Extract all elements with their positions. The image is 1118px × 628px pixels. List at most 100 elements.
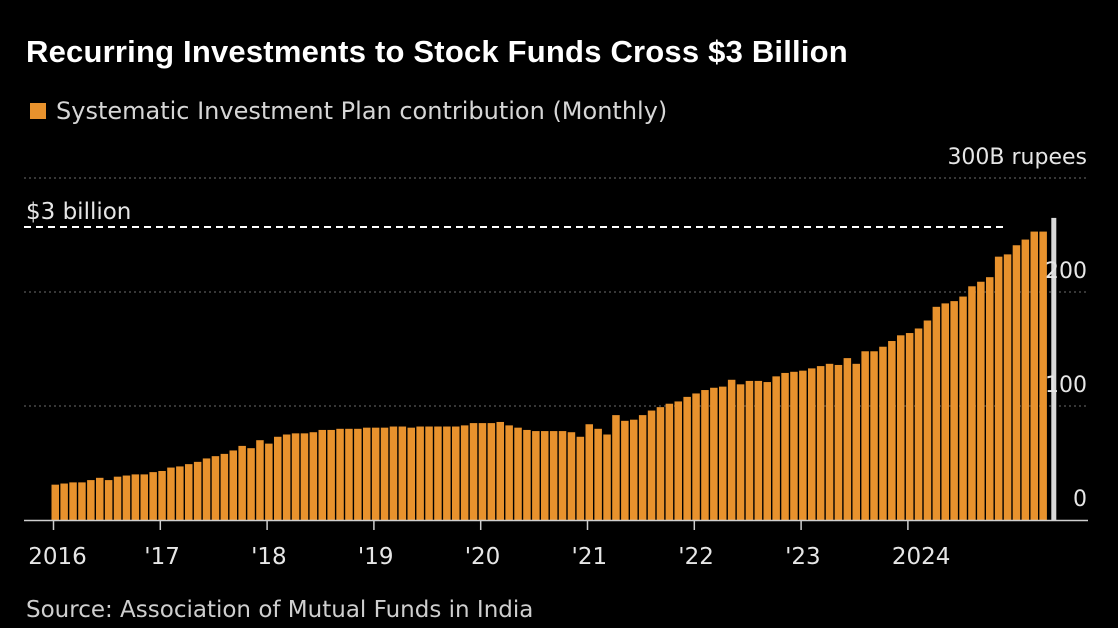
bar — [665, 403, 674, 520]
bar — [247, 448, 255, 520]
bar — [763, 382, 771, 520]
x-tick-label: '20 — [465, 544, 501, 570]
y-tick-label: 300B rupees — [947, 145, 1087, 170]
x-tick-label: '18 — [251, 544, 287, 570]
bar — [825, 363, 834, 520]
bar — [950, 301, 958, 520]
bar — [683, 396, 691, 520]
bar — [879, 346, 887, 520]
bar — [496, 421, 504, 520]
bar — [1021, 239, 1030, 520]
bar — [211, 456, 220, 520]
reference-line: $3 billion — [24, 199, 1008, 229]
bar — [327, 429, 335, 520]
bar — [852, 363, 860, 520]
bar — [380, 427, 389, 520]
bar — [202, 458, 211, 520]
bar — [487, 423, 496, 520]
bar — [843, 358, 852, 520]
bar — [291, 433, 300, 520]
bar — [452, 426, 460, 520]
bar — [585, 424, 593, 520]
bar — [532, 431, 540, 520]
bar-latest — [1051, 217, 1057, 520]
bar — [300, 433, 309, 520]
bar — [193, 461, 202, 520]
bar — [469, 423, 478, 520]
bar — [69, 482, 77, 520]
bar — [460, 425, 469, 520]
bar — [78, 482, 86, 520]
bar — [60, 483, 68, 520]
bar — [808, 368, 816, 520]
bar — [558, 431, 567, 520]
bar — [799, 370, 807, 520]
bar — [336, 428, 344, 520]
bar — [932, 306, 941, 520]
x-tick-label: '17 — [144, 544, 180, 570]
bar — [131, 474, 140, 520]
bar — [167, 467, 175, 520]
bar — [318, 429, 326, 520]
chart-title: Recurring Investments to Stock Funds Cro… — [26, 34, 848, 69]
y-tick-label: 200 — [1045, 259, 1087, 284]
bar — [941, 303, 949, 520]
bar — [265, 443, 273, 520]
bar — [274, 436, 282, 520]
x-tick-label: '23 — [785, 544, 821, 570]
bar — [914, 328, 923, 520]
bar — [229, 450, 237, 520]
bar — [87, 480, 95, 520]
bar — [897, 335, 905, 520]
bar — [238, 445, 246, 520]
bar — [994, 256, 1003, 520]
bar — [282, 434, 291, 520]
bar — [719, 386, 727, 520]
bar — [158, 470, 166, 520]
bar — [567, 432, 576, 520]
legend-label: Systematic Investment Plan contribution … — [56, 97, 668, 125]
bars — [51, 217, 1057, 520]
bar — [790, 371, 798, 520]
bar — [1003, 254, 1012, 520]
bar — [692, 393, 700, 520]
bar — [888, 341, 896, 520]
bar — [745, 380, 754, 520]
bar — [443, 426, 451, 520]
legend-swatch — [30, 103, 46, 119]
bar — [834, 364, 843, 520]
x-tick-label: '21 — [572, 544, 608, 570]
bar — [612, 415, 620, 520]
bar — [1012, 245, 1021, 520]
bar — [140, 474, 148, 520]
bar — [781, 372, 789, 520]
x-tick-label: 2016 — [28, 544, 87, 570]
bar — [727, 379, 736, 520]
bar — [434, 426, 442, 520]
bar — [505, 425, 513, 520]
bar — [968, 286, 976, 520]
bar — [104, 480, 113, 520]
bar — [647, 410, 656, 520]
bar — [185, 464, 193, 520]
reference-line-label: $3 billion — [26, 199, 131, 225]
bar — [816, 366, 825, 520]
bar — [861, 351, 869, 520]
bar — [514, 427, 522, 520]
bar — [576, 436, 585, 520]
bar — [621, 420, 629, 520]
bar — [1039, 231, 1047, 520]
bar — [701, 390, 709, 520]
bar — [309, 432, 318, 520]
bar — [363, 427, 371, 520]
bar — [630, 419, 638, 520]
bar — [416, 426, 424, 520]
y-tick-label: 0 — [1073, 487, 1087, 512]
bar — [977, 281, 985, 520]
bar — [959, 296, 967, 520]
bar — [594, 428, 602, 520]
bar — [772, 376, 780, 520]
bar — [674, 401, 682, 520]
bar — [256, 440, 264, 520]
